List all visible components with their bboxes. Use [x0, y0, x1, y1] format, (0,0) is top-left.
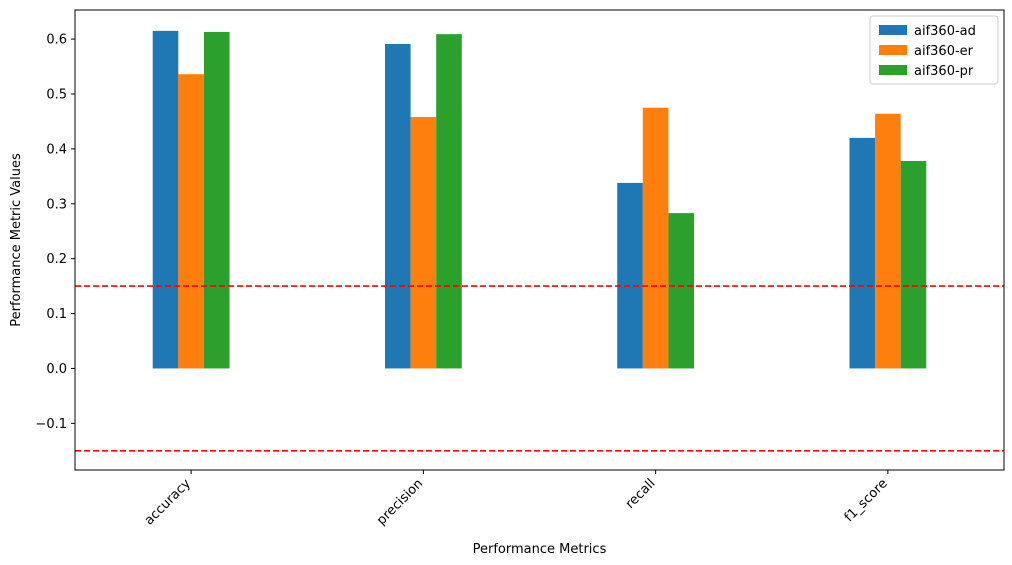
y-tick-label: 0.2: [46, 252, 67, 267]
y-tick-label: 0.3: [46, 197, 67, 212]
legend-label: aif360-er: [914, 44, 974, 59]
bar-aif360-er-accuracy: [178, 74, 204, 369]
bar-aif360-ad-f1_score: [849, 137, 876, 369]
bar-aif360-pr-accuracy: [203, 31, 230, 369]
bar-aif360-ad-precision: [384, 44, 411, 369]
legend-swatch: [879, 65, 907, 75]
bar-aif360-er-precision: [410, 117, 437, 369]
bar-aif360-pr-precision: [436, 34, 462, 369]
legend-swatch: [879, 45, 907, 55]
y-axis-title: Performance Metric Values: [9, 153, 24, 327]
bar-aif360-er-recall: [642, 107, 669, 369]
y-tick-label: 0.0: [46, 362, 67, 377]
bar-aif360-pr-recall: [668, 213, 695, 369]
plot-area: accuracy precision recall f1_score −0.1 0.0 0.…: [35, 9, 1005, 528]
legend-swatch: [879, 25, 907, 35]
y-tick-label: 0.5: [46, 87, 67, 102]
x-tick-label: accuracy: [142, 476, 194, 528]
bar-aif360-pr-f1_score: [900, 160, 927, 369]
plot-frame: [74, 9, 1005, 471]
y-tick-label: 0.1: [46, 307, 67, 322]
bar-aif360-ad-recall: [617, 182, 643, 369]
x-tick-label: f1_score: [842, 476, 891, 525]
y-tick-label: 0.4: [46, 142, 67, 157]
legend-label: aif360-pr: [914, 64, 974, 79]
bar-aif360-ad-accuracy: [152, 30, 179, 369]
legend: aif360-ad aif360-er aif360-pr: [869, 15, 999, 85]
x-axis-title: Performance Metrics: [473, 542, 607, 557]
y-tick-label: 0.6: [46, 33, 67, 48]
x-tick-label: recall: [623, 476, 659, 512]
legend-label: aif360-ad: [914, 24, 976, 39]
y-tick-label: −0.1: [35, 417, 67, 432]
x-tick-label: precision: [374, 476, 426, 528]
bar-aif360-er-f1_score: [875, 113, 901, 369]
